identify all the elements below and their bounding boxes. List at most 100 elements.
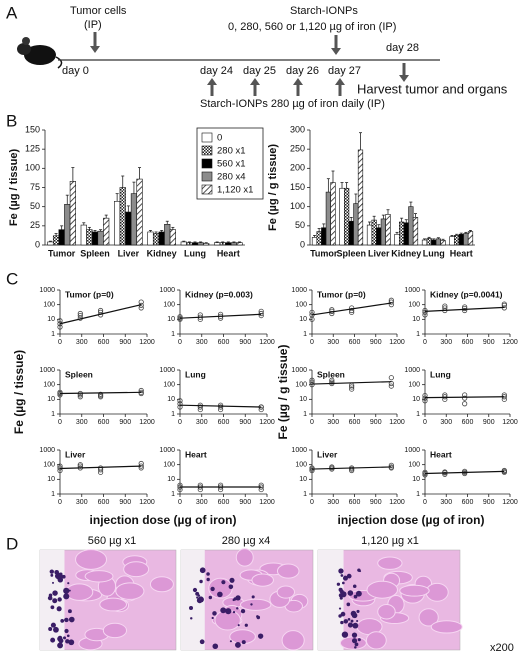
- point: [501, 301, 507, 307]
- x-tick-label: 900: [370, 499, 382, 506]
- y-tick-label: 1: [171, 411, 175, 418]
- timeline-text: Tumor cells: [70, 5, 127, 17]
- iron-stain: [355, 590, 362, 597]
- iron-stain: [65, 639, 70, 644]
- point: [462, 468, 468, 474]
- y-tick-label: 100: [408, 382, 420, 389]
- point: [462, 305, 468, 312]
- point: [329, 310, 335, 317]
- day-label: day 28: [386, 42, 419, 54]
- iron-stain: [208, 595, 213, 600]
- bar: [119, 187, 126, 246]
- bar: [191, 242, 199, 246]
- iron-stain: [57, 636, 63, 642]
- point: [177, 398, 183, 404]
- iron-stain: [357, 568, 361, 572]
- iron-stain: [197, 596, 204, 603]
- y-tick-label: 100: [290, 201, 305, 211]
- x-tick-label: 600: [349, 499, 361, 506]
- x-tick-label: 300: [440, 339, 452, 346]
- iron-stain: [336, 582, 341, 586]
- y-tick-label: 1000: [291, 447, 307, 454]
- x-tick-label: Tumor: [310, 248, 338, 258]
- day-label: day 0: [62, 65, 89, 77]
- bar: [80, 224, 87, 246]
- point: [77, 312, 83, 319]
- y-tick-label: 10: [47, 396, 55, 403]
- iron-stain: [244, 623, 248, 627]
- x-tick-label: Spleen: [80, 248, 110, 258]
- y-tick-label: 1: [416, 411, 420, 418]
- muscle-fiber: [418, 608, 439, 627]
- fit-line: [59, 465, 142, 470]
- y-tick-label: 125: [25, 144, 40, 154]
- bar: [421, 239, 428, 246]
- iron-stain: [257, 633, 264, 639]
- fit-line: [59, 304, 142, 325]
- bar: [440, 240, 446, 246]
- y-tick-label: 1000: [291, 287, 307, 294]
- point: [77, 462, 83, 468]
- plot-title: Liver: [317, 449, 338, 459]
- y-axis-label: Fe (µg / tissue): [8, 149, 20, 227]
- point: [177, 314, 183, 320]
- arrow-head: [90, 46, 100, 53]
- x-tick-label: Liver: [368, 248, 390, 258]
- point: [422, 309, 428, 315]
- panel-label: A: [6, 3, 18, 22]
- x-tick-label: 900: [239, 419, 251, 426]
- point: [258, 310, 264, 317]
- x-tick-label: 300: [440, 499, 452, 506]
- iron-stain: [347, 622, 353, 628]
- x-tick-label: 0: [423, 499, 427, 506]
- y-tick-label: 100: [295, 462, 307, 469]
- y-tick-label: 10: [167, 476, 175, 483]
- iron-stain: [60, 619, 65, 623]
- iron-stain: [52, 598, 58, 604]
- bar: [403, 222, 409, 246]
- iron-stain: [339, 589, 344, 594]
- iron-stain: [241, 640, 246, 645]
- bar: [394, 233, 400, 246]
- iron-stain: [225, 608, 232, 615]
- bar: [431, 239, 437, 246]
- y-tick-label: 1000: [404, 367, 420, 374]
- iron-stain: [220, 607, 227, 614]
- iron-stain: [49, 569, 54, 574]
- point: [462, 395, 468, 401]
- iron-stain: [199, 639, 205, 645]
- fit-line: [311, 302, 392, 316]
- muscle-fiber: [425, 582, 449, 602]
- y-tick-label: 100: [163, 462, 175, 469]
- iron-stain: [350, 610, 357, 617]
- muscle-fiber: [115, 582, 145, 600]
- y-tick-label: 10: [167, 316, 175, 323]
- legend-label: 280 x1: [217, 146, 246, 157]
- arrow-head: [331, 48, 341, 55]
- x-tick-label: 1200: [502, 339, 518, 346]
- y-tick-label: 1: [303, 331, 307, 338]
- iron-stain: [352, 622, 359, 629]
- x-tick-label: 0: [178, 419, 182, 426]
- magnification: x200: [490, 642, 514, 654]
- x-tick-label: 900: [370, 419, 382, 426]
- point: [442, 469, 448, 475]
- histology-images: [39, 548, 463, 651]
- muscle-fiber: [65, 583, 94, 601]
- legend-label: 280 x4: [217, 172, 246, 183]
- bar: [348, 220, 354, 246]
- bar: [114, 201, 121, 246]
- timeline-text: Harvest tumor and organs: [357, 81, 508, 96]
- y-tick-label: 10: [167, 396, 175, 403]
- bar: [136, 178, 143, 246]
- bar: [311, 237, 318, 246]
- panel-label: D: [6, 534, 18, 553]
- iron-stain: [256, 615, 259, 618]
- muscle-fiber: [84, 570, 114, 583]
- legend-swatch: [201, 171, 213, 182]
- bar: [58, 229, 65, 246]
- bar: [52, 235, 60, 246]
- y-tick-label: 100: [163, 302, 175, 309]
- timeline-text: Starch-IONPs 280 µg of iron daily (IP): [200, 98, 385, 110]
- y-tick-label: 1: [51, 331, 55, 338]
